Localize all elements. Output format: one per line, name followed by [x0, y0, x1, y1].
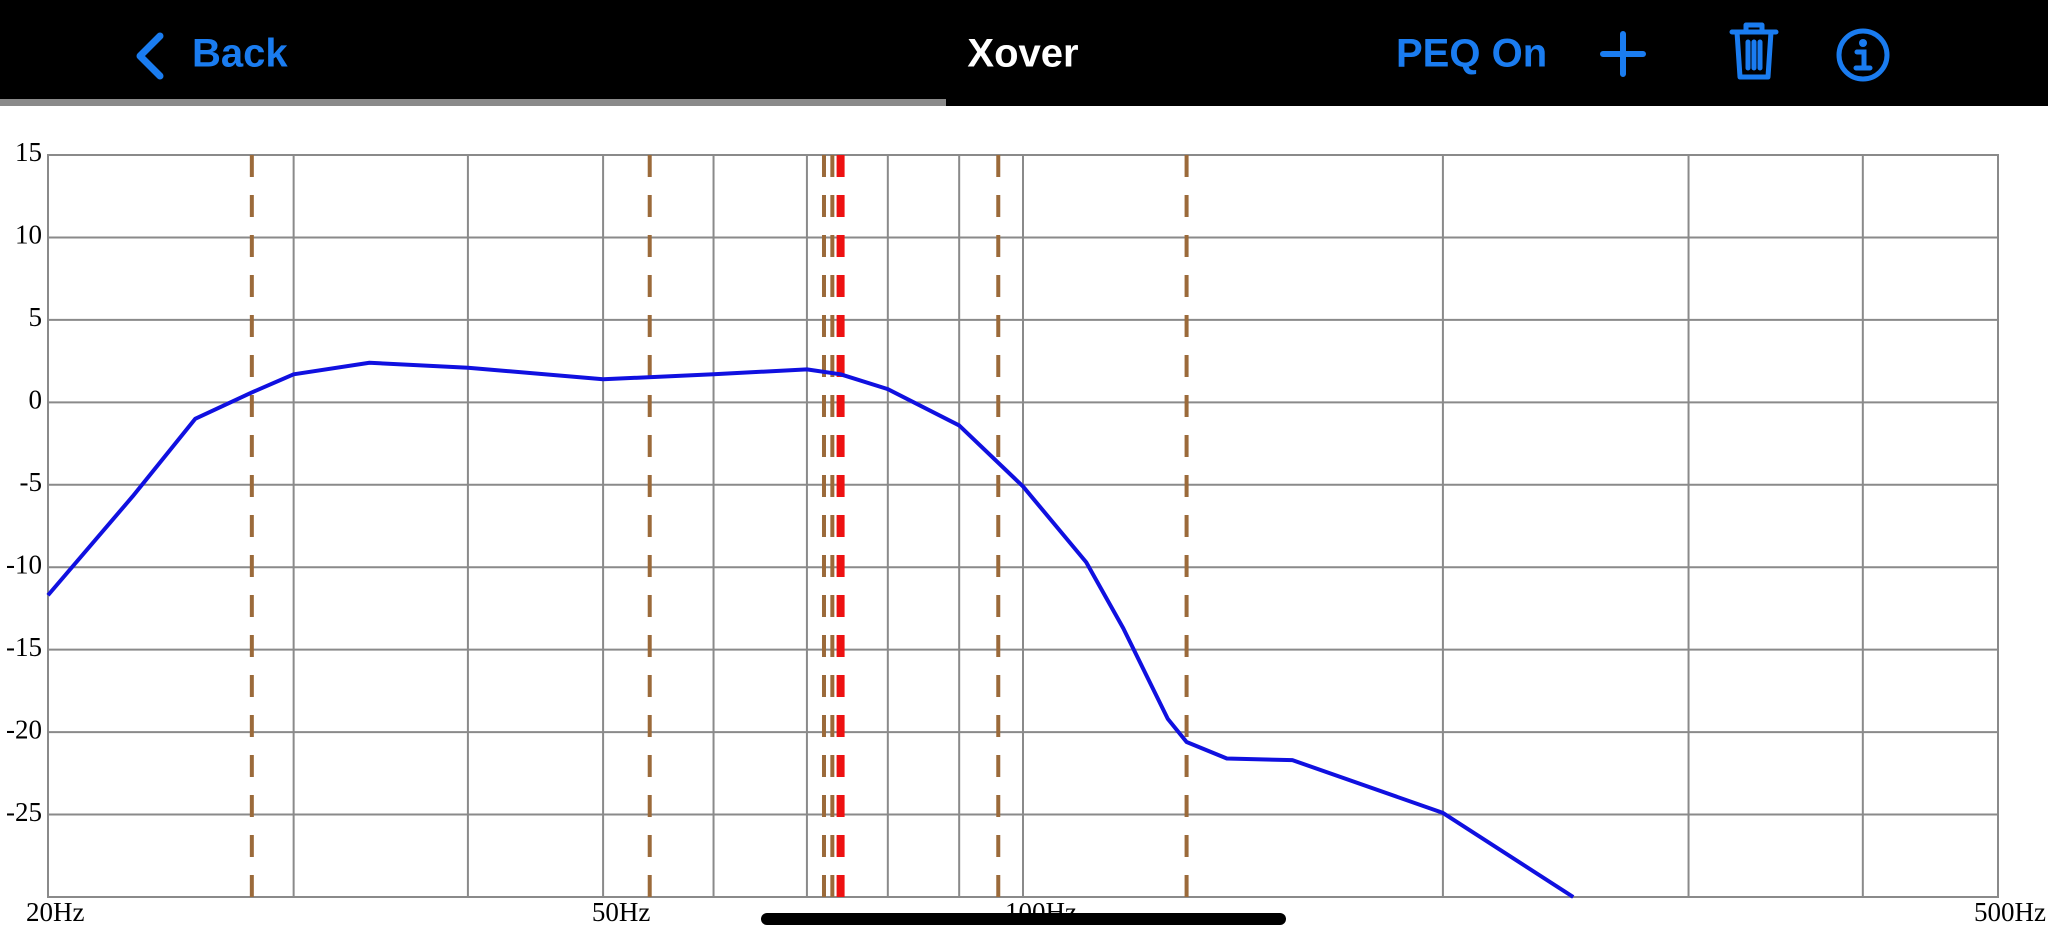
back-button[interactable]: Back: [192, 31, 288, 76]
y-tick-label: -25: [6, 797, 42, 827]
response-curve: [46, 360, 1575, 899]
y-tick-label: -15: [6, 632, 42, 662]
y-tick-label: 0: [29, 385, 43, 415]
y-tick-label: 15: [15, 137, 42, 167]
y-tick-label: -20: [6, 714, 42, 744]
y-tick-label: -10: [6, 549, 42, 579]
y-tick-label: -5: [20, 467, 43, 497]
peq-toggle[interactable]: PEQ On: [1396, 31, 1548, 76]
progress-bar: [0, 99, 946, 106]
back-icon[interactable]: [132, 32, 166, 80]
add-icon[interactable]: [1600, 31, 1646, 77]
x-tick-label: 50Hz: [592, 897, 650, 927]
y-tick-label: 5: [29, 302, 43, 332]
y-tick-label: 10: [15, 220, 42, 250]
nav-title: Xover: [967, 31, 1079, 76]
home-indicator: [761, 913, 1286, 925]
info-icon[interactable]: [1835, 27, 1891, 83]
x-tick-label: 500Hz: [1974, 897, 2046, 927]
nav-bar: Back Xover PEQ On: [0, 0, 2048, 106]
x-tick-label: 20Hz: [26, 897, 84, 927]
trash-icon[interactable]: [1728, 20, 1780, 82]
